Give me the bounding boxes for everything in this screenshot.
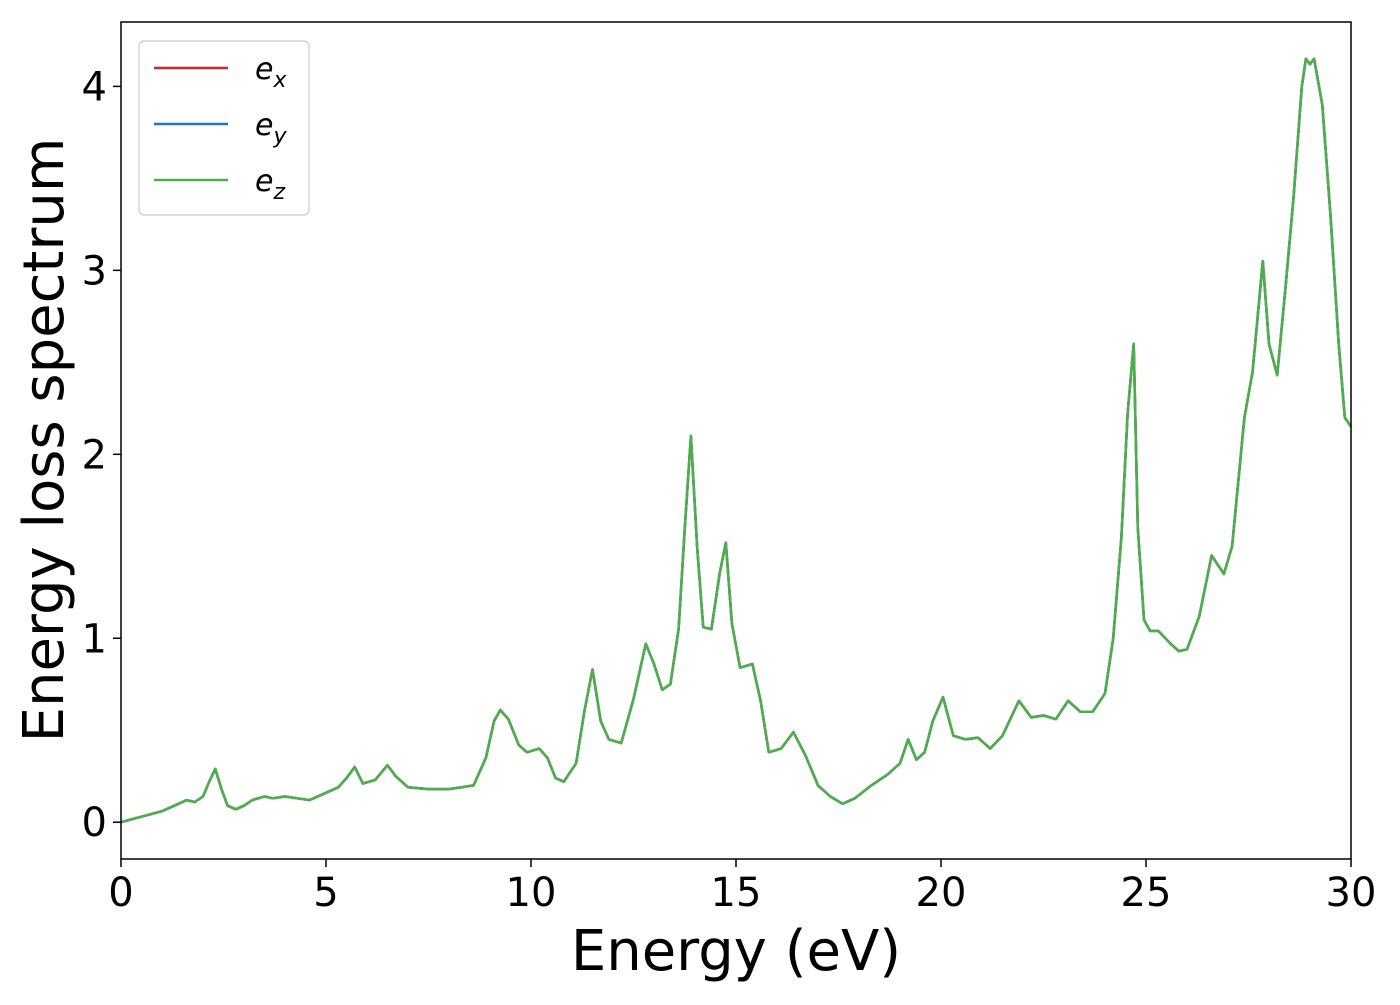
x-tick-label: 30 bbox=[1326, 870, 1377, 916]
y-tick-label: 3 bbox=[82, 248, 107, 294]
y-axis-label: Energy loss spectrum bbox=[12, 138, 77, 743]
x-axis-ticks: 0 5 10 15 20 25 30 bbox=[108, 859, 1376, 916]
x-tick-label: 10 bbox=[506, 870, 557, 916]
series-layer bbox=[120, 57, 1353, 824]
plot-background bbox=[121, 22, 1351, 859]
x-tick-label: 20 bbox=[916, 870, 967, 916]
y-tick-label: 0 bbox=[82, 800, 107, 846]
y-tick-label: 4 bbox=[82, 64, 107, 110]
x-tick-label: 5 bbox=[313, 870, 338, 916]
x-tick-label: 0 bbox=[108, 870, 133, 916]
x-tick-label: 25 bbox=[1121, 870, 1172, 916]
series-line-ez bbox=[120, 57, 1353, 824]
y-tick-label: 2 bbox=[82, 432, 107, 478]
y-tick-label: 1 bbox=[82, 616, 107, 662]
y-axis-ticks: 0 1 2 3 4 bbox=[82, 64, 121, 846]
legend-box bbox=[138, 40, 310, 216]
x-tick-label: 15 bbox=[711, 870, 762, 916]
x-axis-label: Energy (eV) bbox=[571, 919, 901, 984]
